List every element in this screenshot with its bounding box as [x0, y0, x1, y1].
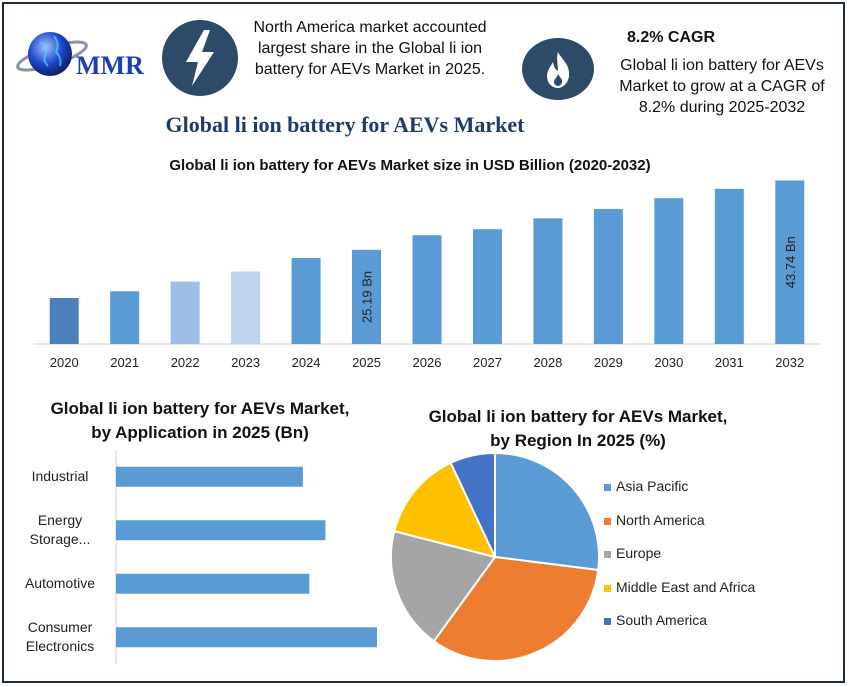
- region-chart-title: Global li ion battery for AEVs Market, b…: [390, 405, 766, 453]
- legend-label: Europe: [616, 545, 662, 561]
- application-chart-title: Global li ion battery for AEVs Market, b…: [10, 397, 390, 445]
- legend-label: Middle East and Africa: [616, 578, 756, 595]
- hbar-automotive: [116, 573, 310, 594]
- x-tick-label-2028: 2028: [533, 355, 562, 370]
- bar-2024: [291, 258, 321, 344]
- x-tick-label-2024: 2024: [292, 355, 321, 370]
- bar-2025: [352, 249, 382, 344]
- bar-2026: [412, 235, 442, 344]
- logo-text: MMR: [76, 51, 144, 80]
- bar-2027: [472, 229, 502, 344]
- hbar-consumer-electronics: [116, 627, 377, 648]
- application-title-line-1: Global li ion battery for AEVs Market,: [50, 399, 350, 418]
- application-label-line: Electronics: [25, 638, 95, 655]
- x-tick-label-2026: 2026: [413, 355, 442, 370]
- bar-2032: [775, 180, 805, 344]
- legend-swatch: [604, 618, 611, 625]
- pie-slice-south-america: [449, 451, 496, 558]
- x-tick-label-2021: 2021: [110, 355, 139, 370]
- application-label: Automotive: [8, 574, 112, 593]
- application-label: Energy Storage...: [8, 511, 112, 549]
- pie-slice-europe: [390, 529, 497, 643]
- x-tick-label-2025: 2025: [352, 355, 381, 370]
- x-tick-label-2020: 2020: [50, 355, 79, 370]
- hbar-industrial: [116, 466, 303, 487]
- bar-2020: [49, 298, 79, 344]
- bar-2022: [170, 281, 200, 344]
- cagr-note: Global li ion battery for AEVs Market to…: [619, 57, 825, 116]
- legend-label: Asia Pacific: [616, 478, 689, 494]
- application-title-line-2: by Application in 2025 (Bn): [91, 423, 309, 442]
- x-tick-label-2031: 2031: [715, 355, 744, 370]
- application-label-line: Energy: [37, 512, 83, 529]
- main-title: Global li ion battery for AEVs Market: [165, 112, 525, 137]
- region-title-line-1: Global li ion battery for AEVs Market,: [428, 407, 728, 426]
- market-size-chart-title: Global li ion battery for AEVs Market si…: [169, 157, 651, 174]
- legend-swatch: [604, 551, 611, 558]
- application-label-line: Storage...: [29, 531, 91, 548]
- hbar-energy-storage-: [116, 520, 326, 541]
- legend-label: South America: [616, 612, 708, 628]
- x-tick-label-2022: 2022: [171, 355, 200, 370]
- legend-label: North America: [616, 511, 705, 528]
- lightning-icon: [162, 20, 238, 96]
- pie-slice-middle-east-and-africa: [393, 461, 497, 559]
- flame-icon: [522, 38, 594, 100]
- x-tick-label-2023: 2023: [231, 355, 260, 370]
- legend-swatch: [604, 517, 611, 525]
- cagr-title: 8.2% CAGR: [626, 29, 716, 46]
- pie-slice-asia-pacific: [494, 451, 600, 572]
- x-tick-label-2030: 2030: [654, 355, 683, 370]
- bar-2021: [110, 291, 140, 344]
- mmr-logo: MMR: [16, 32, 144, 80]
- application-label-line: Automotive: [24, 575, 96, 592]
- legend-swatch: [604, 584, 611, 592]
- bar-2028: [533, 218, 563, 344]
- data-label-2025: 25.19 Bn: [360, 271, 375, 323]
- x-tick-label-2027: 2027: [473, 355, 502, 370]
- pie-slice-north-america: [432, 555, 600, 662]
- bar-2031: [714, 188, 744, 344]
- bar-2030: [654, 198, 684, 344]
- data-label-2032: 43.74 Bn: [783, 236, 798, 288]
- bar-2023: [231, 271, 261, 344]
- x-tick-label-2032: 2032: [775, 355, 804, 370]
- north-america-note: North America market accounted largest s…: [253, 19, 487, 78]
- application-label: Consumer Electronics: [8, 618, 112, 656]
- legend-swatch: [604, 484, 611, 491]
- x-tick-label-2029: 2029: [594, 355, 623, 370]
- application-label-line: Consumer: [27, 619, 93, 636]
- application-label-line: Industrial: [31, 468, 89, 485]
- application-label: Industrial: [8, 467, 112, 486]
- bar-2029: [593, 209, 623, 344]
- region-title-line-2: by Region In 2025 (%): [490, 431, 666, 450]
